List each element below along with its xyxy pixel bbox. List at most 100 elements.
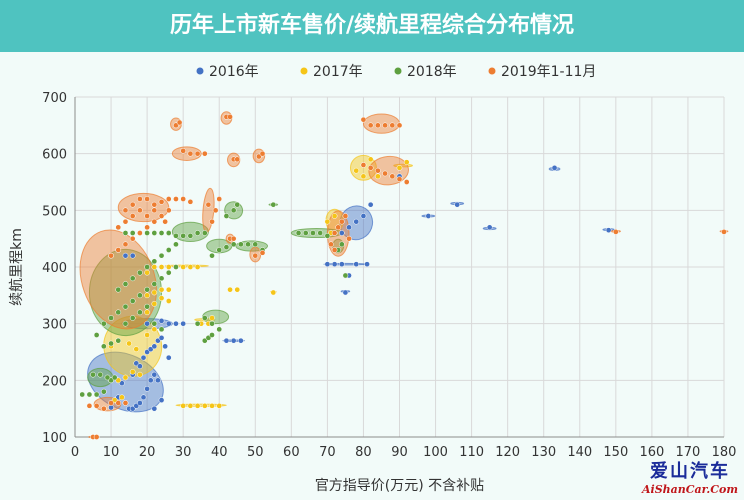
data-point <box>104 374 111 381</box>
data-point <box>129 315 136 321</box>
data-point <box>119 394 125 401</box>
data-point <box>201 150 208 157</box>
data-point <box>367 164 374 171</box>
x-axis-label: 官方指导价(万元) 不含补贴 <box>315 478 484 494</box>
data-point <box>151 218 158 225</box>
data-point <box>122 230 129 236</box>
legend-label: 2017年 <box>313 64 363 80</box>
x-tick-label: 140 <box>567 445 592 460</box>
data-point <box>194 150 201 157</box>
data-point <box>137 230 143 236</box>
chart-title: 历年上市新车售价/续航里程综合分布情况 <box>0 0 744 52</box>
data-point <box>151 258 158 265</box>
data-point <box>234 201 241 208</box>
data-point <box>158 326 165 333</box>
data-point <box>403 179 410 185</box>
data-point <box>216 326 223 333</box>
data-point <box>144 292 150 299</box>
data-point <box>165 286 172 293</box>
data-point <box>158 317 165 324</box>
data-point <box>227 113 233 120</box>
data-point <box>270 201 277 208</box>
x-tick-label: 70 <box>319 445 336 460</box>
data-point <box>223 337 230 344</box>
data-point <box>137 400 143 406</box>
data-point <box>353 167 360 174</box>
data-point <box>122 303 129 310</box>
data-point <box>165 196 172 202</box>
x-tick-label: 0 <box>71 445 79 460</box>
data-point <box>158 275 165 282</box>
data-point <box>151 264 158 270</box>
data-point <box>115 337 122 344</box>
data-point <box>137 207 143 214</box>
data-point <box>187 198 194 205</box>
data-point <box>137 363 143 370</box>
data-point <box>93 434 100 440</box>
y-tick-label: 300 <box>42 318 67 333</box>
data-point <box>100 320 107 327</box>
data-point <box>346 235 352 242</box>
data-point <box>115 286 122 293</box>
data-point <box>194 402 201 409</box>
data-point <box>396 122 403 129</box>
x-tick-label: 90 <box>391 445 408 460</box>
data-point <box>209 218 215 225</box>
data-point <box>180 320 187 327</box>
data-point <box>382 122 388 129</box>
data-point <box>144 385 150 392</box>
data-point <box>144 303 150 310</box>
data-point <box>100 343 107 350</box>
data-point <box>367 122 374 129</box>
data-point <box>187 232 194 239</box>
data-point <box>342 272 349 279</box>
y-tick-label: 400 <box>42 261 67 276</box>
x-tick-label: 40 <box>211 445 228 460</box>
data-point <box>165 230 172 236</box>
watermark-en: AiShanCar.Com <box>641 483 738 496</box>
data-point <box>129 298 136 304</box>
data-point <box>151 326 158 333</box>
data-point <box>115 247 122 253</box>
watermark-logo: 爱山汽车 AiShanCar.Com <box>642 457 738 496</box>
data-point <box>194 320 201 327</box>
data-point <box>364 261 370 268</box>
data-point <box>151 289 158 296</box>
data-point <box>173 232 179 239</box>
data-point <box>158 252 165 259</box>
data-point <box>227 286 233 293</box>
data-point <box>180 147 187 154</box>
data-point <box>122 281 129 287</box>
data-point <box>396 176 403 183</box>
data-point <box>209 332 215 338</box>
data-point <box>238 337 244 344</box>
data-point <box>122 241 129 248</box>
data-point <box>144 264 150 270</box>
legend-label: 2016年 <box>209 64 259 80</box>
data-point <box>100 405 107 412</box>
data-point <box>389 122 396 129</box>
data-point <box>259 249 266 256</box>
data-point <box>375 122 381 129</box>
data-point <box>122 374 129 381</box>
data-point <box>86 391 93 398</box>
data-point <box>129 235 136 242</box>
data-point <box>230 207 237 214</box>
data-point <box>158 230 165 236</box>
data-point <box>245 241 251 248</box>
data-point <box>180 232 187 239</box>
data-point <box>367 201 374 208</box>
legend-marker <box>300 67 308 75</box>
data-point <box>165 264 172 270</box>
data-point <box>201 402 208 409</box>
data-point <box>403 159 410 166</box>
data-point <box>129 252 136 259</box>
data-point <box>151 371 158 378</box>
data-point <box>122 218 129 225</box>
data-point <box>353 261 360 268</box>
data-point <box>137 196 143 202</box>
data-point <box>234 156 241 163</box>
data-point <box>144 320 150 327</box>
data-point <box>151 230 158 236</box>
